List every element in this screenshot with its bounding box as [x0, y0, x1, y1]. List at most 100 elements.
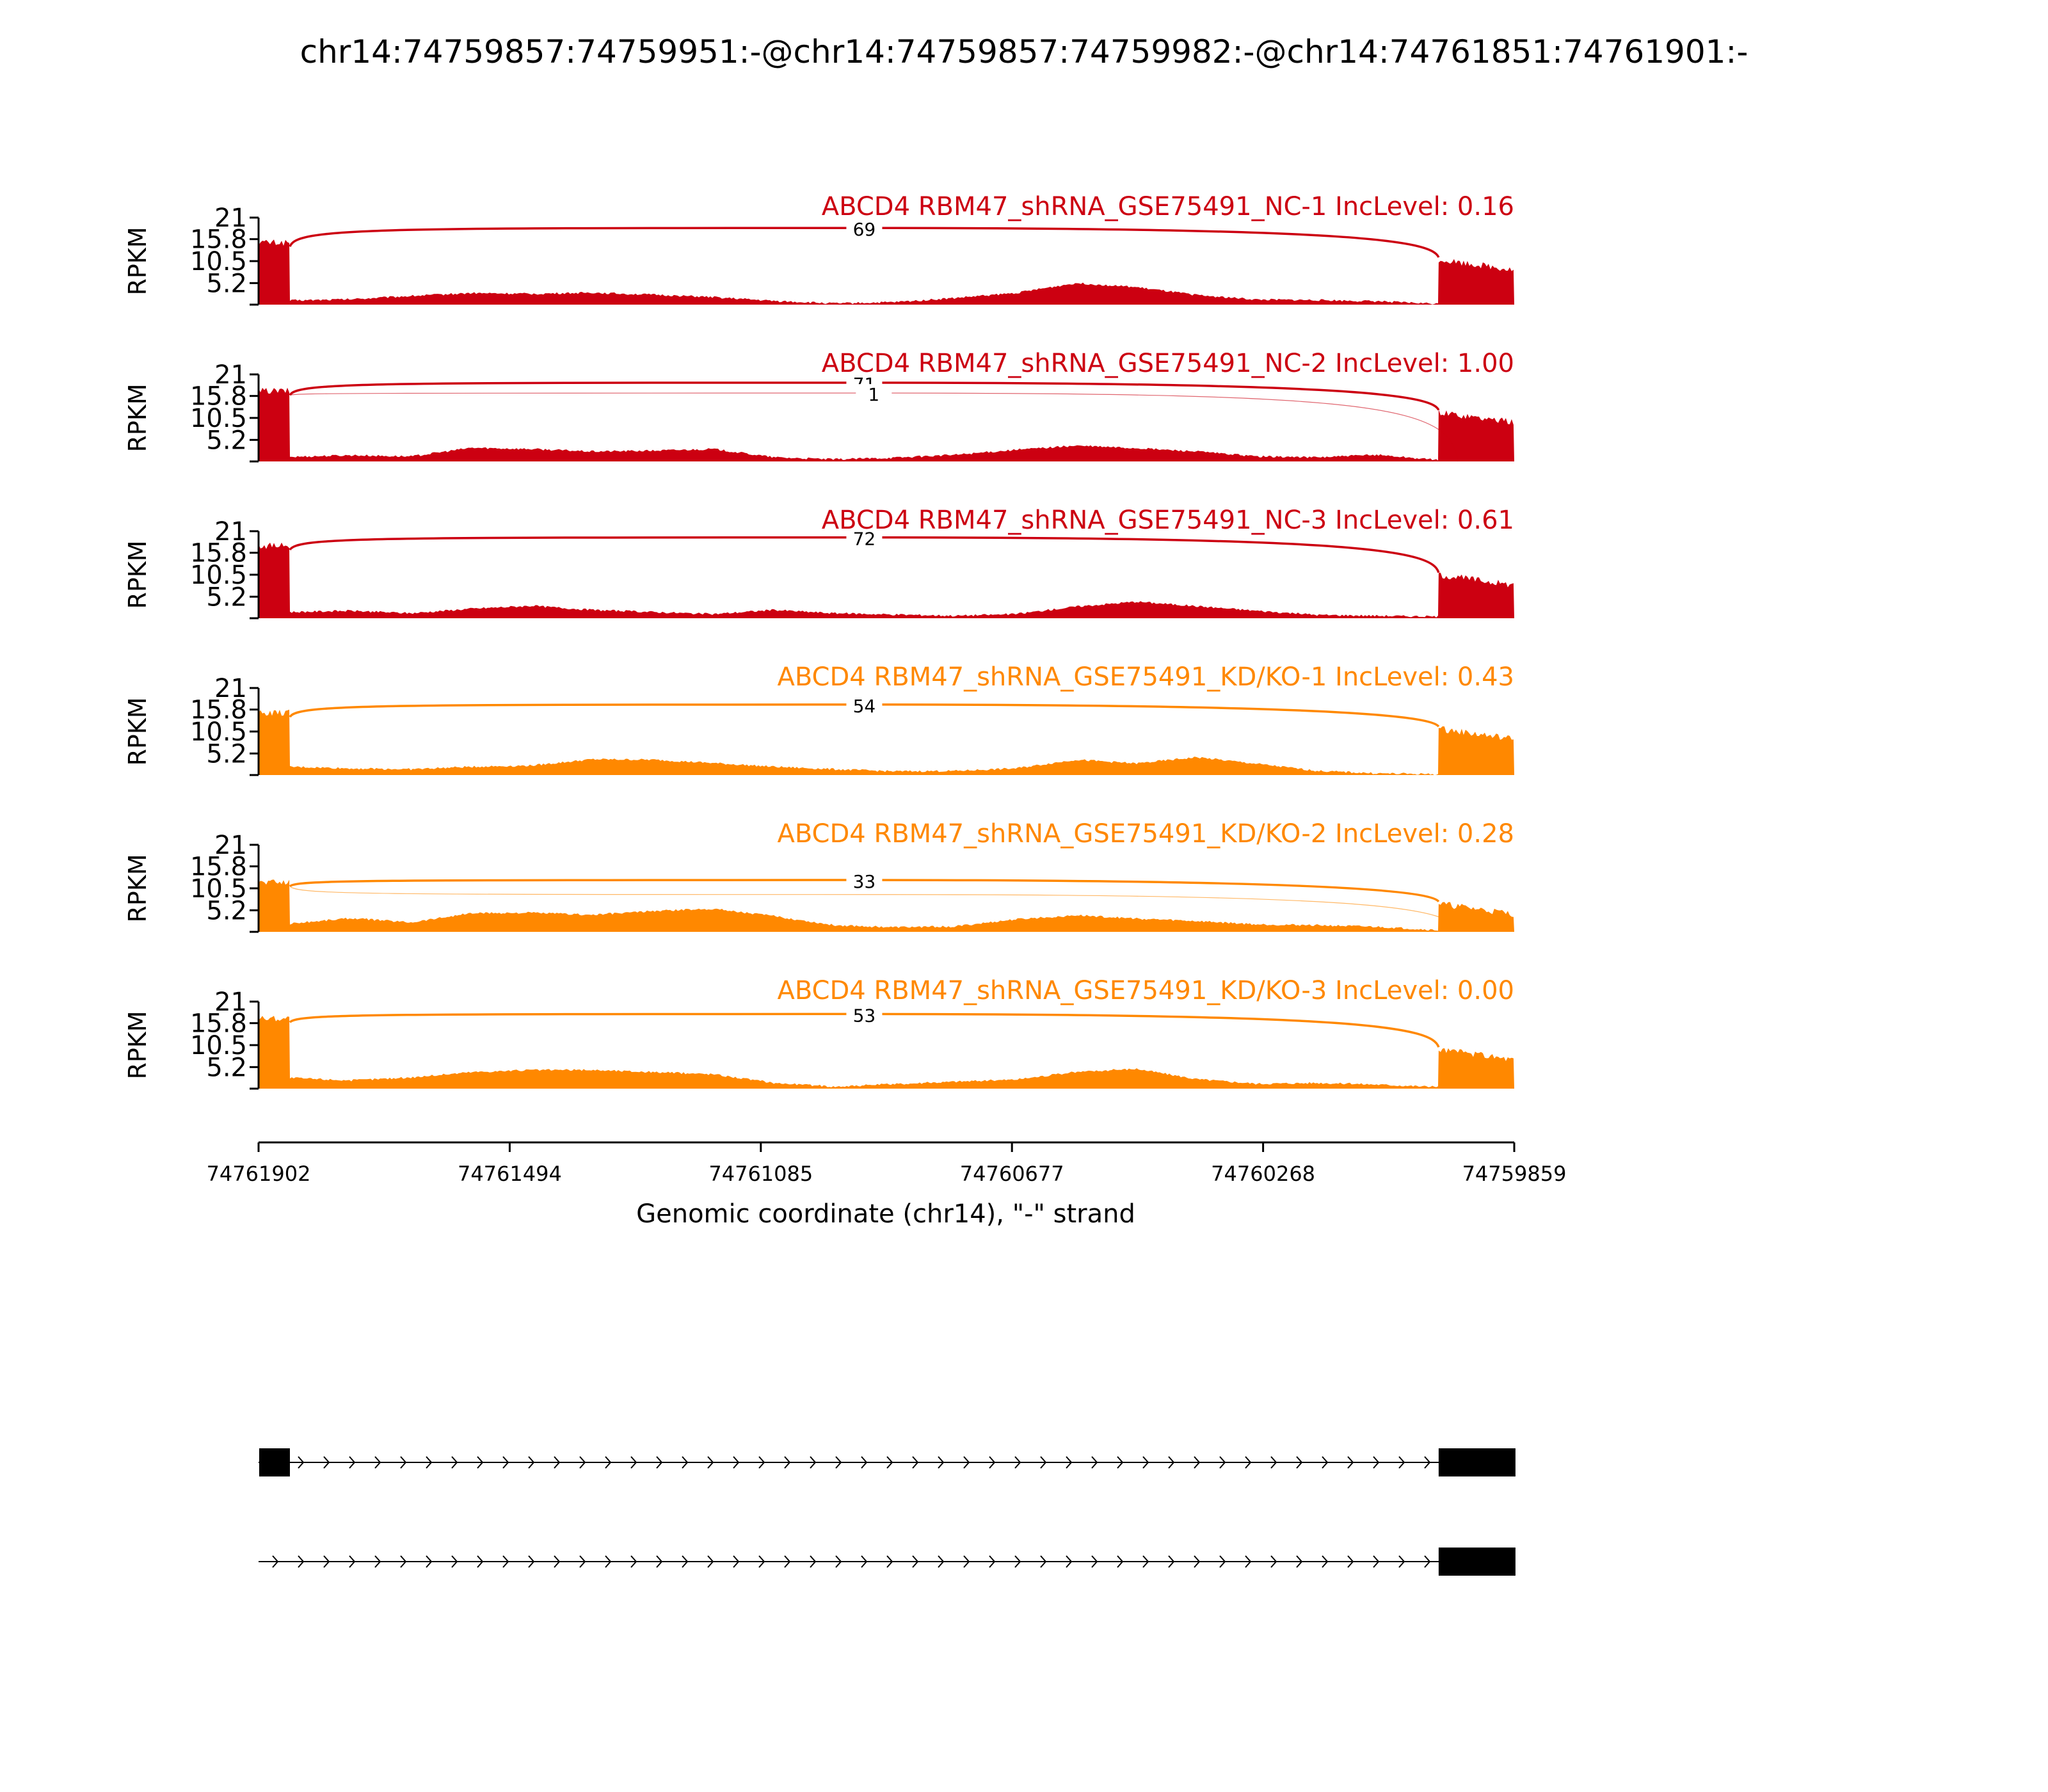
- x-tick-label: 74760677: [960, 1162, 1064, 1186]
- strand-arrow: [963, 1555, 970, 1568]
- strand-arrow: [1296, 1456, 1303, 1469]
- y-tick-label: 10.5: [190, 1031, 247, 1060]
- exon-block: [1438, 1448, 1516, 1476]
- y-tick-label: 21: [214, 360, 247, 390]
- y-tick-label: 5.2: [206, 739, 247, 769]
- y-tick-label: 15.8: [190, 852, 247, 882]
- strand-arrow: [963, 1456, 970, 1469]
- strand-arrow: [374, 1456, 381, 1469]
- strand-arrow: [1398, 1555, 1405, 1568]
- exon-block: [259, 1448, 290, 1476]
- y-tick-label: 10.5: [190, 404, 247, 433]
- isoform-track: [259, 1548, 1516, 1576]
- strand-arrow: [528, 1555, 535, 1568]
- y-tick-label: 21: [214, 831, 247, 860]
- strand-arrow: [426, 1555, 433, 1568]
- x-tick-label: 74759859: [1462, 1162, 1567, 1186]
- y-axis-label: RPKM: [124, 227, 152, 295]
- isoform-tracks: [259, 1448, 1516, 1576]
- y-axis-label: RPKM: [124, 383, 152, 452]
- junction-label-background: [846, 871, 883, 893]
- y-tick-label: 5.2: [206, 269, 247, 298]
- strand-arrow: [861, 1555, 868, 1568]
- strand-arrow: [298, 1456, 305, 1469]
- x-axis: 74761902 74761494 74761085 74760677 74760268…: [207, 1141, 1567, 1186]
- strand-arrow: [656, 1555, 663, 1568]
- y-axis-label: RPKM: [124, 854, 152, 922]
- strand-arrow: [1117, 1555, 1124, 1568]
- strand-arrow: [349, 1555, 356, 1568]
- strand-arrow: [1270, 1456, 1277, 1469]
- track-title: ABCD4 RBM47_shRNA_GSE75491_NC-1 IncLevel…: [822, 192, 1514, 221]
- strand-arrow: [758, 1456, 765, 1469]
- coverage-area: [259, 239, 1514, 305]
- strand-arrow: [528, 1456, 535, 1469]
- strand-arrow: [912, 1456, 919, 1469]
- y-tick-label: 15.8: [190, 539, 247, 568]
- strand-arrow: [451, 1456, 458, 1469]
- y-tick-label: 15.8: [190, 382, 247, 412]
- strand-arrow: [1245, 1555, 1252, 1568]
- strand-arrow: [1322, 1555, 1329, 1568]
- exon-block: [1438, 1548, 1516, 1576]
- strand-arrow: [938, 1456, 945, 1469]
- junction-label-background: [846, 528, 883, 550]
- junction-label-background: [846, 695, 883, 717]
- strand-arrow: [298, 1555, 305, 1568]
- y-tick-label: 21: [214, 204, 247, 233]
- strand-arrow: [810, 1456, 817, 1469]
- strand-arrow: [1194, 1456, 1201, 1469]
- strand-arrow: [400, 1555, 407, 1568]
- junction-count-label: 1: [868, 384, 879, 405]
- y-tick-label: 21: [214, 674, 247, 703]
- strand-arrow: [1347, 1456, 1354, 1469]
- strand-arrow: [733, 1456, 740, 1469]
- strand-arrow: [477, 1456, 484, 1469]
- strand-arrow: [656, 1456, 663, 1469]
- y-tick-label: 21: [214, 517, 247, 547]
- x-tick-label: 74760268: [1211, 1162, 1315, 1186]
- figure-title: chr14:74759857:74759951:-@chr14:74759857…: [300, 33, 1748, 70]
- strand-arrow: [400, 1456, 407, 1469]
- strand-arrow: [1091, 1555, 1098, 1568]
- strand-arrow: [272, 1555, 279, 1568]
- strand-arrow: [1398, 1456, 1405, 1469]
- strand-arrow: [1219, 1456, 1226, 1469]
- y-tick-label: 10.5: [190, 717, 247, 747]
- strand-arrow: [938, 1555, 945, 1568]
- coverage-area: [259, 709, 1514, 775]
- strand-arrow: [1014, 1555, 1021, 1568]
- strand-arrow: [1245, 1456, 1252, 1469]
- strand-arrow: [912, 1555, 919, 1568]
- y-axis-label: RPKM: [124, 697, 152, 765]
- y-tick-label: 10.5: [190, 247, 247, 276]
- y-axis-label: RPKM: [124, 540, 152, 609]
- strand-arrow: [1168, 1456, 1175, 1469]
- y-tick-label: 5.2: [206, 896, 247, 925]
- strand-arrow: [1322, 1456, 1329, 1469]
- x-tick-label: 74761494: [458, 1162, 562, 1186]
- strand-arrow: [349, 1456, 356, 1469]
- strand-arrow: [1142, 1555, 1149, 1568]
- junction-label-background: [846, 219, 883, 241]
- y-tick-label: 15.8: [190, 225, 247, 255]
- strand-arrow: [1373, 1456, 1380, 1469]
- track-title: ABCD4 RBM47_shRNA_GSE75491_KD/KO-3 IncLe…: [777, 976, 1514, 1005]
- strand-arrow: [1424, 1555, 1431, 1568]
- isoform-track: [259, 1448, 1516, 1476]
- junction-count-label: 69: [853, 219, 876, 240]
- strand-arrow: [1194, 1555, 1201, 1568]
- strand-arrow: [1066, 1555, 1073, 1568]
- strand-arrow: [554, 1456, 561, 1469]
- strand-arrow: [1117, 1456, 1124, 1469]
- strand-arrow: [886, 1456, 893, 1469]
- strand-arrow: [1168, 1555, 1175, 1568]
- y-axis-label: RPKM: [124, 1011, 152, 1079]
- strand-arrow: [758, 1555, 765, 1568]
